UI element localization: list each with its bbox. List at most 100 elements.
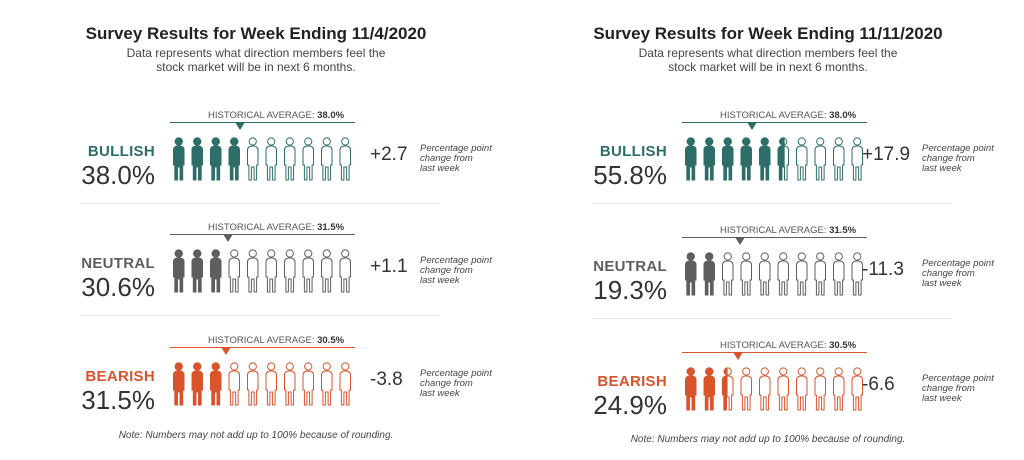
person-icon bbox=[833, 252, 845, 296]
change-caption-line-3: last week bbox=[922, 278, 962, 289]
historical-average-marker bbox=[735, 237, 746, 245]
person-icon bbox=[339, 249, 351, 293]
person-icon bbox=[685, 252, 697, 296]
change-caption-line-1: Percentage point bbox=[922, 373, 994, 384]
person-icon bbox=[777, 137, 789, 181]
person-icon bbox=[321, 362, 333, 406]
historical-average-prefix: HISTORICAL AVERAGE: bbox=[720, 340, 830, 351]
change-caption-line-2: change from bbox=[922, 153, 975, 164]
change-caption-line-3: last week bbox=[420, 163, 460, 174]
historical-average-value: 31.5% bbox=[317, 222, 345, 233]
historical-average-value: 30.5% bbox=[829, 340, 857, 351]
people-pictograph bbox=[685, 367, 863, 411]
subtitle-line-2: stock market will be in next 6 months. bbox=[668, 60, 868, 74]
person-icon bbox=[851, 137, 863, 181]
person-icon bbox=[228, 249, 240, 293]
subtitle-line-2: stock market will be in next 6 months. bbox=[156, 60, 356, 74]
category-percentage: 55.8% bbox=[593, 160, 667, 190]
rounding-note: Note: Numbers may not add up to 100% bec… bbox=[630, 434, 906, 445]
historical-average-line bbox=[170, 347, 355, 348]
person-icon bbox=[703, 252, 715, 296]
people-pictograph bbox=[685, 137, 863, 181]
historical-average-prefix: HISTORICAL AVERAGE: bbox=[208, 110, 318, 121]
person-icon bbox=[777, 367, 789, 411]
category-percentage: 38.0% bbox=[81, 160, 155, 190]
panel-subtitle: Data represents what direction members f… bbox=[0, 46, 512, 74]
historical-average-prefix: HISTORICAL AVERAGE: bbox=[208, 335, 318, 346]
person-icon bbox=[247, 362, 259, 406]
change-value: +1.1 bbox=[370, 256, 408, 277]
historical-average-label: HISTORICAL AVERAGE: 38.0% bbox=[720, 110, 856, 121]
historical-average-value: 38.0% bbox=[829, 110, 857, 121]
historical-average-label: HISTORICAL AVERAGE: 31.5% bbox=[208, 222, 344, 233]
row-divider bbox=[80, 203, 440, 204]
person-icon bbox=[703, 367, 715, 411]
person-icon bbox=[284, 249, 296, 293]
change-value: -11.3 bbox=[862, 259, 904, 280]
category-percentage: 31.5% bbox=[81, 385, 155, 415]
category-row-neutral: HISTORICAL AVERAGE: 31.5% NEUTRAL 30.6% +1.… bbox=[0, 212, 512, 322]
category-row-bullish: HISTORICAL AVERAGE: 38.0% BULLISH 38.0% +2.… bbox=[0, 100, 512, 210]
category-name: BEARISH bbox=[85, 368, 155, 385]
person-icon bbox=[228, 137, 240, 181]
row-divider bbox=[592, 203, 952, 204]
category-row-neutral: HISTORICAL AVERAGE: 31.5% NEUTRAL 19.3% -11… bbox=[512, 215, 1024, 325]
person-icon bbox=[833, 137, 845, 181]
person-icon bbox=[685, 137, 697, 181]
person-icon bbox=[740, 367, 752, 411]
change-caption-line-2: change from bbox=[922, 268, 975, 279]
person-icon bbox=[796, 252, 808, 296]
person-icon bbox=[833, 367, 845, 411]
category-percentage: 30.6% bbox=[81, 272, 155, 302]
change-caption-line-3: last week bbox=[420, 388, 460, 399]
person-icon bbox=[814, 252, 826, 296]
person-icon bbox=[703, 137, 715, 181]
panel-title: Survey Results for Week Ending 11/11/202… bbox=[593, 24, 943, 43]
change-value: -3.8 bbox=[370, 369, 403, 390]
person-icon bbox=[228, 362, 240, 406]
change-value: +2.7 bbox=[370, 144, 408, 165]
people-pictograph bbox=[173, 249, 351, 293]
person-icon bbox=[210, 249, 222, 293]
person-icon bbox=[339, 362, 351, 406]
person-icon bbox=[284, 362, 296, 406]
change-caption: Percentage point change from last week bbox=[420, 144, 492, 174]
person-icon bbox=[265, 249, 277, 293]
survey-panel-week-11-11: Survey Results for Week Ending 11/11/202… bbox=[512, 0, 1024, 460]
historical-average-label: HISTORICAL AVERAGE: 30.5% bbox=[720, 340, 856, 351]
category-percentage: 19.3% bbox=[593, 275, 667, 305]
change-caption: Percentage point change from last week bbox=[420, 369, 492, 399]
person-icon bbox=[685, 367, 697, 411]
person-icon bbox=[173, 362, 185, 406]
historical-average-marker bbox=[221, 347, 232, 355]
person-icon bbox=[722, 252, 734, 296]
change-caption-line-1: Percentage point bbox=[922, 258, 994, 269]
historical-average-value: 31.5% bbox=[829, 225, 857, 236]
historical-average-label: HISTORICAL AVERAGE: 30.5% bbox=[208, 335, 344, 346]
person-icon bbox=[247, 249, 259, 293]
person-icon bbox=[722, 367, 734, 411]
person-icon bbox=[265, 362, 277, 406]
person-icon bbox=[759, 367, 771, 411]
historical-average-prefix: HISTORICAL AVERAGE: bbox=[720, 225, 830, 236]
change-caption-line-3: last week bbox=[420, 275, 460, 286]
change-caption-line-1: Percentage point bbox=[420, 143, 492, 154]
panel-subtitle: Data represents what direction members f… bbox=[512, 46, 1024, 74]
historical-average-marker bbox=[235, 122, 246, 130]
person-icon bbox=[302, 137, 314, 181]
change-value: -6.6 bbox=[862, 374, 895, 395]
person-icon bbox=[173, 249, 185, 293]
historical-average-line bbox=[170, 122, 355, 123]
historical-average-value: 30.5% bbox=[317, 335, 345, 346]
people-pictograph bbox=[685, 252, 863, 296]
category-name: NEUTRAL bbox=[593, 258, 667, 275]
category-name: BULLISH bbox=[599, 143, 667, 160]
change-caption-line-2: change from bbox=[420, 265, 473, 276]
change-caption: Percentage point change from last week bbox=[922, 144, 994, 174]
historical-average-line bbox=[682, 122, 867, 123]
change-caption-line-2: change from bbox=[420, 378, 473, 389]
person-icon bbox=[740, 252, 752, 296]
historical-average-marker bbox=[223, 234, 234, 242]
person-icon bbox=[814, 367, 826, 411]
historical-average-line bbox=[682, 352, 867, 353]
